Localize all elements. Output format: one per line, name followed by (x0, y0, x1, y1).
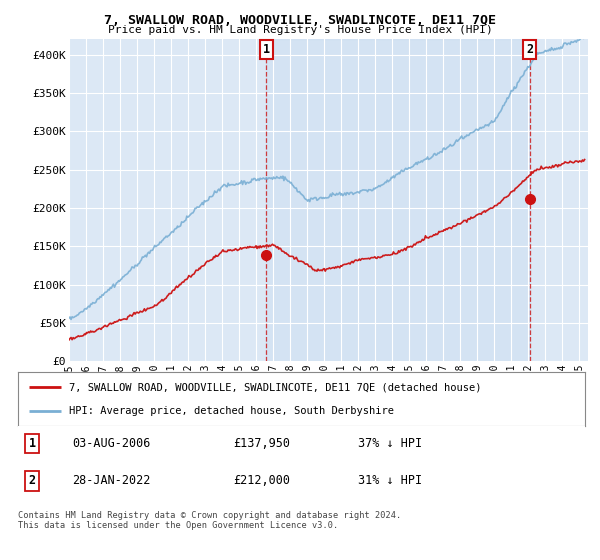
Text: HPI: Average price, detached house, South Derbyshire: HPI: Average price, detached house, Sout… (69, 405, 394, 416)
Text: 1: 1 (262, 43, 269, 56)
Text: 37% ↓ HPI: 37% ↓ HPI (358, 437, 422, 450)
Text: 2: 2 (526, 43, 533, 56)
Text: 7, SWALLOW ROAD, WOODVILLE, SWADLINCOTE, DE11 7QE: 7, SWALLOW ROAD, WOODVILLE, SWADLINCOTE,… (104, 14, 496, 27)
Text: 03-AUG-2006: 03-AUG-2006 (72, 437, 150, 450)
Text: 31% ↓ HPI: 31% ↓ HPI (358, 474, 422, 487)
Text: Price paid vs. HM Land Registry's House Price Index (HPI): Price paid vs. HM Land Registry's House … (107, 25, 493, 35)
Bar (266, 39, 530, 361)
Text: 1: 1 (29, 437, 36, 450)
Text: £137,950: £137,950 (233, 437, 290, 450)
Text: 2: 2 (29, 474, 36, 487)
Text: 28-JAN-2022: 28-JAN-2022 (72, 474, 150, 487)
Text: £212,000: £212,000 (233, 474, 290, 487)
Text: 7, SWALLOW ROAD, WOODVILLE, SWADLINCOTE, DE11 7QE (detached house): 7, SWALLOW ROAD, WOODVILLE, SWADLINCOTE,… (69, 382, 482, 393)
Text: Contains HM Land Registry data © Crown copyright and database right 2024.
This d: Contains HM Land Registry data © Crown c… (18, 511, 401, 530)
